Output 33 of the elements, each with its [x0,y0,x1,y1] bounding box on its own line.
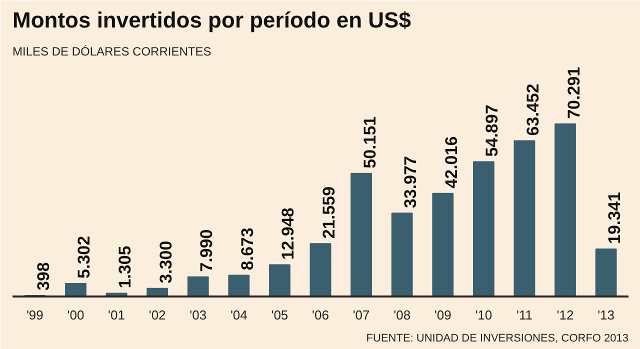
data-label: 7.990 [197,229,216,272]
x-tick-label: '13 [598,308,615,322]
x-tick-label: '00 [67,308,84,322]
data-label: 50.151 [360,116,380,168]
data-label: 5.302 [74,236,94,278]
chart-subtitle: MILES DE DÓLARES CORRIENTES [12,44,212,58]
x-tick-label: '03 [190,308,207,322]
data-label: 21.559 [320,186,338,239]
data-label: 398 [34,262,53,291]
data-label: 63.452 [523,84,542,136]
x-tick-label: '99 [26,308,44,322]
x-tick-label: '04 [230,308,248,322]
data-label: 42.016 [442,136,461,188]
data-label: 33.977 [401,156,420,208]
data-label: 3.300 [156,240,176,284]
x-tick-label: '01 [108,308,126,322]
x-tick-label: '09 [434,308,452,322]
x-tick-label: '08 [394,308,411,322]
x-tick-label: '05 [271,308,288,322]
x-tick-label: '10 [475,308,492,322]
x-tick-label: '11 [516,308,532,322]
x-tick-label: '12 [556,308,574,322]
data-label: 54.897 [482,104,502,157]
source-note: FUENTE: UNIDAD DE INVERSIONES, CORFO 2013 [366,332,628,344]
data-label: 8.673 [238,228,257,270]
data-label: 12.948 [278,208,298,260]
data-label: 19.341 [605,192,624,244]
data-label: 70.291 [564,66,584,119]
chart-title: Montos invertidos por período en US$ [12,8,411,32]
x-tick-label: '06 [312,308,329,322]
x-tick-label: '07 [352,308,370,322]
data-label: 1.305 [116,246,135,288]
x-tick-label: '02 [148,308,166,322]
